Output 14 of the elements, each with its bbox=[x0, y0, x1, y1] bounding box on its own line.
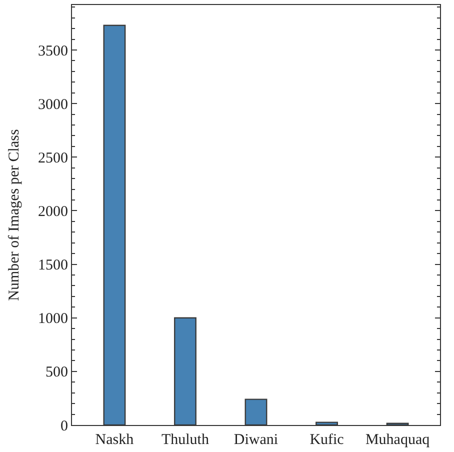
y-tick-label: 2500 bbox=[38, 150, 68, 166]
y-axis-title: Number of Images per Class bbox=[6, 129, 22, 301]
x-tick-label: Naskh bbox=[95, 432, 134, 448]
x-tick-label: Kufic bbox=[310, 432, 344, 448]
y-tick-label: 3000 bbox=[38, 96, 68, 113]
y-tick-label: 3500 bbox=[38, 43, 68, 60]
y-tick-label: 1500 bbox=[38, 258, 68, 274]
y-tick-label: 500 bbox=[46, 364, 68, 381]
y-tick-label: 0 bbox=[60, 418, 68, 434]
x-tick-label: Diwani bbox=[234, 432, 278, 448]
y-tick-label: 1000 bbox=[38, 311, 68, 328]
y-tick-label: 2000 bbox=[38, 204, 68, 220]
x-tick-label: Thuluth bbox=[161, 432, 210, 448]
x-tick-label: Muhaquaq bbox=[365, 432, 430, 448]
